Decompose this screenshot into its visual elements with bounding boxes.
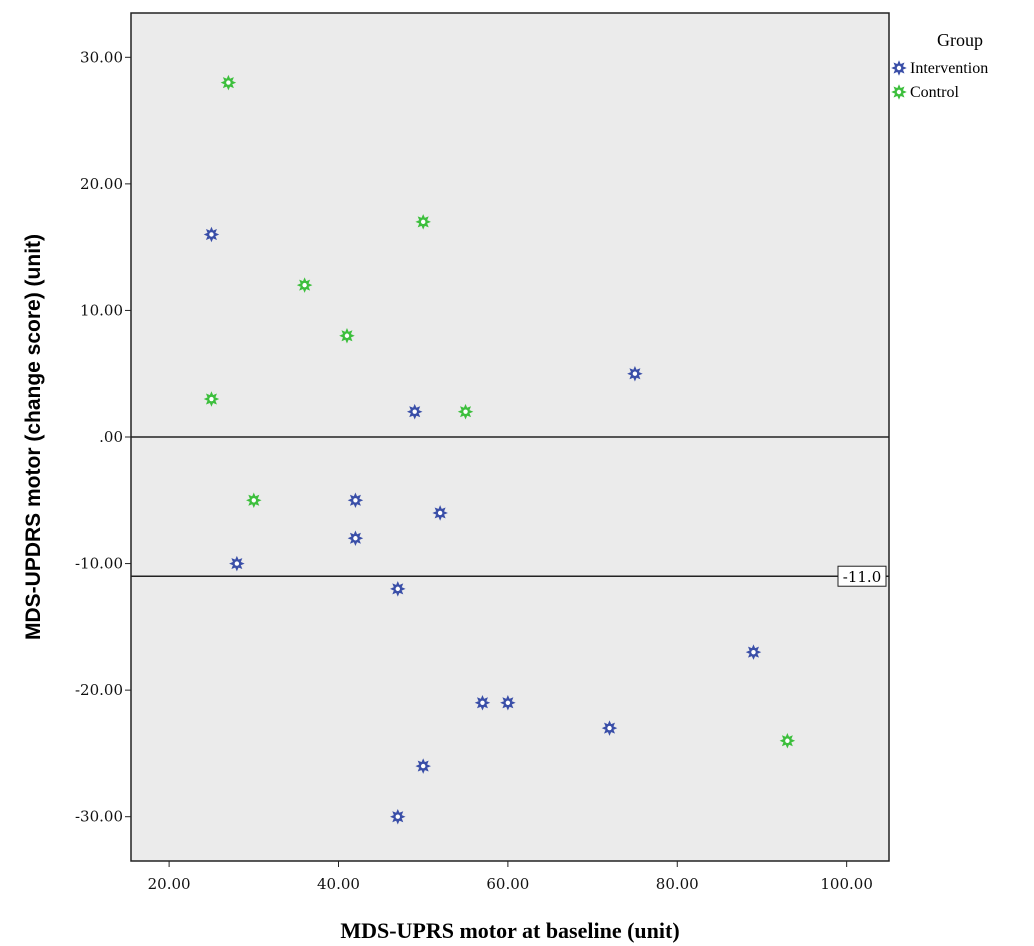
point-intervention [627,365,643,382]
y-tick-label: -30.00 [75,808,123,826]
x-axis: 20.00 40.00 60.00 80.00 100.00 [148,861,873,893]
legend-marker-control [891,84,907,100]
reference-lines: -11.0 [131,436,889,587]
data-points [203,74,796,825]
point-intervention [390,581,406,597]
reference-line-label: -11.0 [843,568,881,586]
x-tick-label: 20.00 [148,875,191,893]
y-tick-label: 30.00 [80,48,123,66]
y-tick-label: .00 [99,428,123,446]
point-intervention [347,492,364,509]
legend-label-intervention: Intervention [910,60,988,77]
y-axis: 30.00 20.00 10.00 .00 -10.00 -20.00 -30.00 [75,48,131,826]
y-tick-label: -20.00 [75,681,123,699]
point-intervention [474,695,491,711]
point-intervention [415,758,431,774]
point-intervention [432,505,448,521]
point-control [339,327,355,344]
point-control [296,277,313,293]
y-tick-label: -10.00 [75,555,123,573]
point-intervention [745,644,762,660]
x-tick-label: 80.00 [656,875,699,893]
legend-title: Group [937,30,983,50]
point-intervention [347,530,364,547]
point-control [220,74,237,91]
point-control [779,733,796,749]
point-intervention [601,720,618,736]
legend: Group Intervention Control [891,30,988,101]
y-tick-label: 20.00 [80,175,123,193]
point-intervention [229,555,245,572]
point-intervention [500,695,516,711]
x-tick-label: 40.00 [317,875,360,893]
y-tick-label: 10.00 [80,301,123,319]
point-intervention [406,403,423,420]
legend-label-control: Control [910,84,959,101]
legend-marker-intervention [891,60,907,76]
point-intervention [203,226,220,243]
y-axis-title: MDS-UPDRS motor (change score) (unit) [22,234,45,640]
x-tick-label: 100.00 [820,875,873,893]
x-tick-label: 60.00 [486,875,529,893]
point-control [415,214,431,230]
reference-label-box [837,565,887,587]
point-control [457,403,474,420]
point-control [203,391,220,407]
x-axis-title: MDS-UPRS motor at baseline (unit) [340,918,679,943]
point-intervention [390,808,406,825]
point-control [246,492,262,509]
